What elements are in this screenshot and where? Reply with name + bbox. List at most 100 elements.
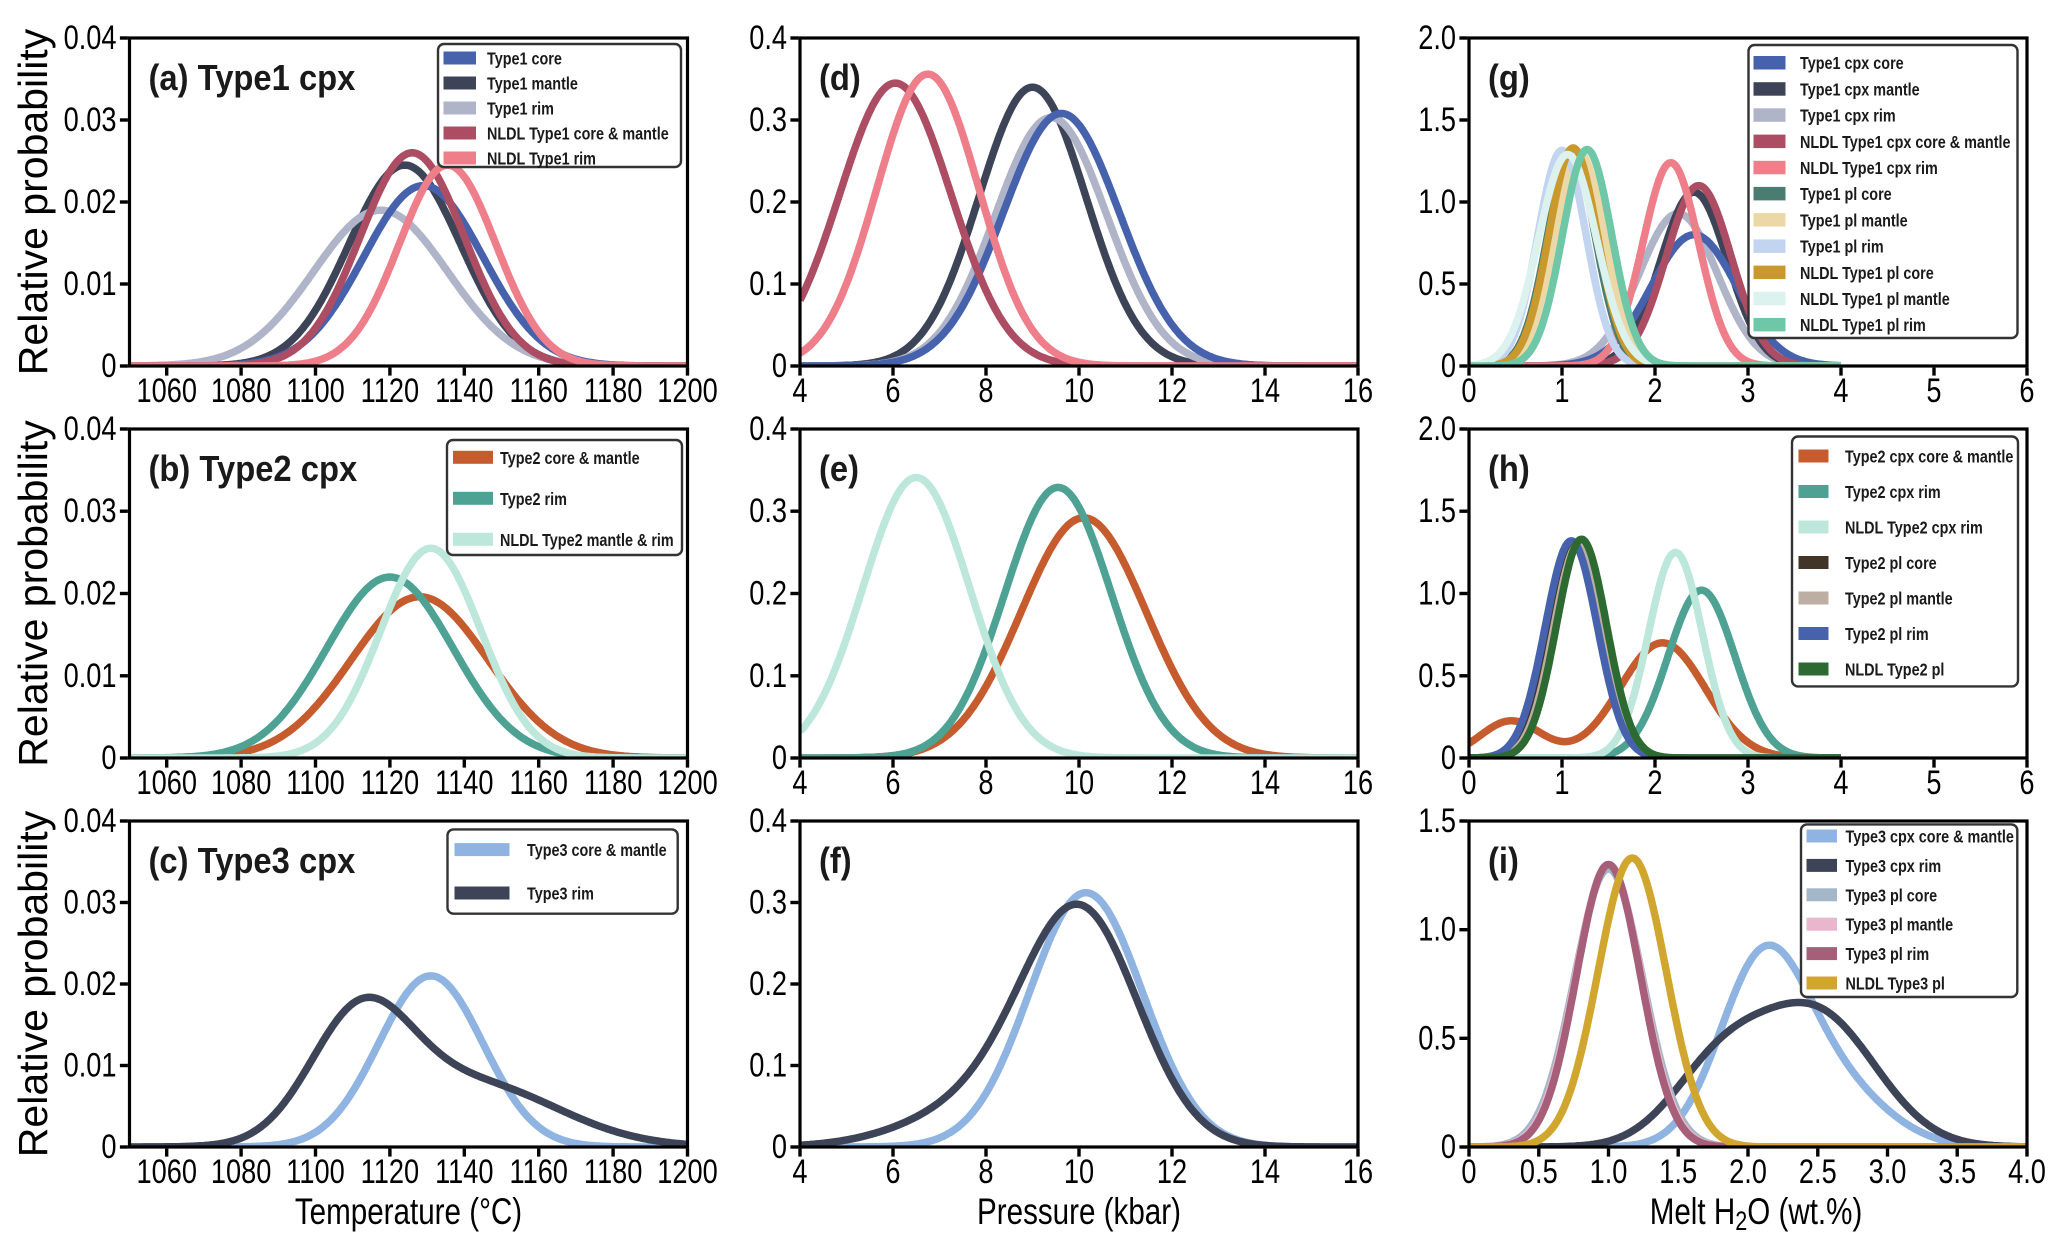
svg-text:Type1 cpx rim: Type1 cpx rim [1800,106,1896,126]
svg-text:Type1 cpx core: Type1 cpx core [1800,54,1904,74]
svg-text:8: 8 [978,371,993,410]
svg-text:0.02: 0.02 [64,964,117,1003]
svg-text:0: 0 [772,1127,787,1166]
svg-text:1080: 1080 [211,1152,271,1191]
svg-text:(f): (f) [819,842,852,882]
svg-text:0.4: 0.4 [749,18,787,57]
svg-text:1140: 1140 [435,371,493,410]
svg-text:12: 12 [1157,371,1187,410]
svg-text:3: 3 [1740,371,1755,410]
svg-text:0: 0 [1461,763,1476,802]
svg-text:Type2 cpx core & mantle: Type2 cpx core & mantle [1845,447,2013,467]
svg-text:Type3 pl mantle: Type3 pl mantle [1846,915,1954,935]
svg-text:1080: 1080 [211,763,271,802]
svg-text:2.0: 2.0 [1418,409,1456,448]
svg-text:0.03: 0.03 [64,100,117,139]
svg-text:Temperature (°C): Temperature (°C) [295,1192,522,1233]
svg-text:NLDL Type1 cpx rim: NLDL Type1 cpx rim [1800,159,1938,179]
svg-text:0.04: 0.04 [64,409,117,448]
svg-text:0.5: 0.5 [1520,1152,1558,1191]
svg-text:0.02: 0.02 [64,574,117,613]
svg-text:0: 0 [101,1127,116,1166]
svg-text:(b) Type2 cpx: (b) Type2 cpx [149,450,358,490]
svg-text:16: 16 [1343,763,1373,802]
svg-text:Type2 pl rim: Type2 pl rim [1845,625,1929,645]
svg-text:Type1 cpx mantle: Type1 cpx mantle [1800,80,1920,100]
svg-text:Type3 pl rim: Type3 pl rim [1846,945,1930,965]
svg-text:(i): (i) [1488,842,1519,882]
svg-text:0: 0 [101,738,116,777]
svg-text:1080: 1080 [211,371,271,410]
svg-text:Relative probability: Relative probability [10,28,56,375]
svg-text:0.03: 0.03 [64,491,117,530]
svg-text:1.0: 1.0 [1418,574,1456,613]
svg-text:12: 12 [1157,763,1187,802]
svg-text:14: 14 [1250,1152,1280,1191]
svg-text:Relative probability: Relative probability [10,420,56,767]
svg-text:1100: 1100 [286,371,344,410]
svg-text:1120: 1120 [361,371,419,410]
svg-text:1.5: 1.5 [1418,491,1456,530]
svg-text:14: 14 [1250,371,1280,410]
svg-text:Type2 rim: Type2 rim [500,489,567,509]
svg-text:NLDL Type1 core & mantle: NLDL Type1 core & mantle [487,124,669,144]
svg-text:Melt H2O (wt.%): Melt H2O (wt.%) [1650,1192,1863,1237]
svg-text:Type1 core: Type1 core [487,49,562,69]
svg-text:1.5: 1.5 [1418,100,1456,139]
svg-text:0: 0 [1441,1127,1456,1166]
svg-text:NLDL Type3 pl: NLDL Type3 pl [1846,974,1945,994]
svg-text:Type3 rim: Type3 rim [527,884,594,904]
svg-text:0.5: 0.5 [1418,1018,1456,1057]
svg-text:0.4: 0.4 [749,409,787,448]
svg-text:(d): (d) [819,59,861,99]
svg-text:0.4: 0.4 [749,801,787,840]
svg-text:4: 4 [1833,763,1848,802]
svg-text:0.01: 0.01 [64,1046,117,1085]
svg-text:2.5: 2.5 [1799,1152,1837,1191]
svg-text:(e): (e) [819,450,859,490]
svg-text:0.01: 0.01 [64,264,117,303]
svg-text:1200: 1200 [657,371,717,410]
svg-text:0.03: 0.03 [64,883,117,922]
svg-text:1140: 1140 [435,763,493,802]
svg-text:0.04: 0.04 [64,18,117,57]
svg-text:1180: 1180 [584,371,642,410]
svg-text:(g): (g) [1488,59,1530,99]
svg-text:NLDL Type1 rim: NLDL Type1 rim [487,149,596,169]
svg-text:Type1 pl core: Type1 pl core [1800,185,1892,205]
svg-text:3.5: 3.5 [1938,1152,1976,1191]
svg-text:0.5: 0.5 [1418,656,1456,695]
svg-text:4: 4 [1833,371,1848,410]
svg-text:Type1 rim: Type1 rim [487,99,554,119]
svg-text:Relative probability: Relative probability [10,810,56,1157]
svg-text:Type1 pl rim: Type1 pl rim [1800,237,1884,257]
svg-text:4.0: 4.0 [2008,1152,2046,1191]
svg-text:0: 0 [1461,1152,1476,1191]
svg-text:(c) Type3 cpx: (c) Type3 cpx [149,842,356,882]
svg-text:0.1: 0.1 [749,264,787,303]
svg-text:1: 1 [1554,371,1569,410]
svg-text:1.0: 1.0 [1418,182,1456,221]
svg-text:1180: 1180 [584,763,642,802]
svg-text:Type3 cpx core & mantle: Type3 cpx core & mantle [1846,827,2014,847]
svg-text:6: 6 [885,1152,900,1191]
svg-text:1200: 1200 [657,1152,717,1191]
svg-text:1060: 1060 [136,763,196,802]
svg-text:Type3 pl core: Type3 pl core [1846,886,1938,906]
svg-text:1180: 1180 [584,1152,642,1191]
svg-text:0: 0 [1441,738,1456,777]
svg-text:1.5: 1.5 [1418,801,1456,840]
svg-text:0.02: 0.02 [64,182,117,221]
svg-text:NLDL Type1 cpx core & mantle: NLDL Type1 cpx core & mantle [1800,132,2010,152]
svg-text:Type2 pl mantle: Type2 pl mantle [1845,589,1953,609]
svg-text:Type1 pl mantle: Type1 pl mantle [1800,211,1908,231]
svg-text:6: 6 [885,763,900,802]
svg-text:2: 2 [1647,763,1662,802]
svg-text:16: 16 [1343,1152,1373,1191]
svg-text:0: 0 [1441,346,1456,385]
svg-text:0: 0 [772,738,787,777]
svg-text:0.1: 0.1 [749,1046,787,1085]
svg-text:NLDL Type2 pl: NLDL Type2 pl [1845,660,1944,680]
svg-text:2.0: 2.0 [1418,18,1456,57]
svg-text:NLDL Type1 pl mantle: NLDL Type1 pl mantle [1800,290,1950,310]
